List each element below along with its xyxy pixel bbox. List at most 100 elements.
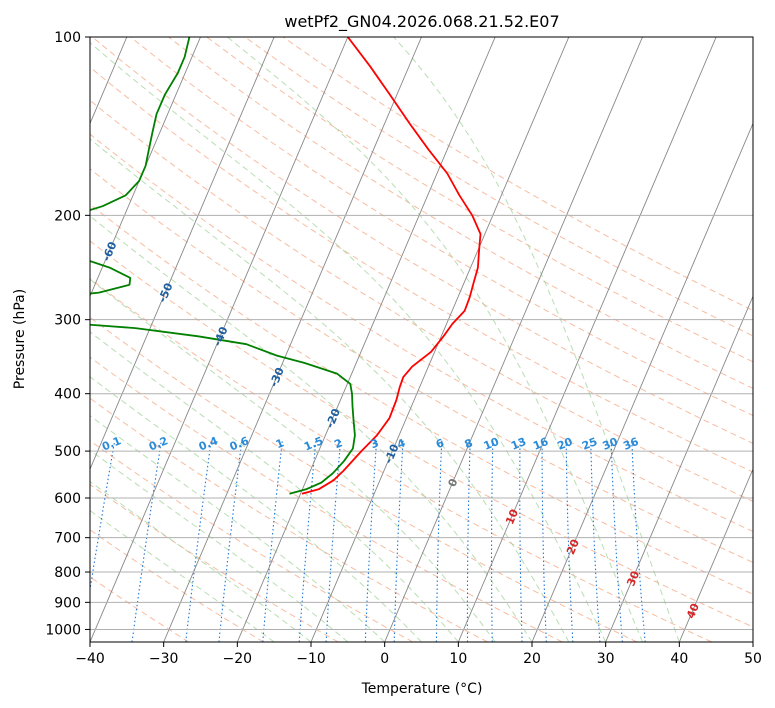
- moist-adiabat-line: [90, 215, 533, 642]
- x-tick-label: −40: [75, 651, 105, 667]
- dry-adiabat-line: [90, 278, 712, 642]
- x-tick-label: 50: [744, 651, 762, 667]
- moist-adiabat-line: [90, 138, 570, 642]
- isotherm-line: [236, 37, 496, 642]
- dry-adiabat-line: [206, 37, 753, 363]
- moist-adiabats: [90, 37, 680, 642]
- moist-adiabat-line: [393, 37, 680, 642]
- mixing-ratio-label: 8: [463, 436, 475, 451]
- mixing-ratio-lines: [90, 440, 646, 642]
- isotherm-label: 40: [684, 601, 702, 620]
- dry-adiabat-line: [90, 356, 563, 642]
- mixing-ratio-line: [541, 440, 547, 642]
- dewpoint-profile: [90, 37, 356, 495]
- x-tick-label: 40: [670, 651, 688, 667]
- moist-adiabat-line: [90, 449, 349, 642]
- mixing-ratio-label: 2: [332, 436, 344, 451]
- mixing-ratio-label: 16: [531, 435, 550, 453]
- y-tick-label: 200: [54, 208, 81, 224]
- x-tick-label: 0: [380, 651, 389, 667]
- mixing-ratio-line: [435, 440, 443, 642]
- mixing-ratio-line: [590, 440, 601, 642]
- moist-adiabat-line: [90, 480, 312, 642]
- isotherm-label: -20: [323, 406, 343, 430]
- pressure-gridlines: [90, 37, 753, 630]
- dry-adiabat-line: [90, 397, 488, 642]
- dry-adiabats: [90, 37, 753, 642]
- isotherm-line: [531, 122, 753, 642]
- moist-adiabat-line: [90, 415, 386, 642]
- x-axis: −40 −30 −20 −10 0 10 20 30 40 50: [75, 642, 762, 667]
- isotherm-line: [457, 37, 717, 642]
- y-tick-label: 700: [54, 531, 81, 547]
- x-axis-label: Temperature (°C): [361, 681, 483, 697]
- y-tick-label: 600: [54, 491, 81, 507]
- moist-adiabat-line: [90, 509, 275, 642]
- moist-adiabat-line: [227, 37, 643, 642]
- isotherm-line: [384, 37, 643, 642]
- x-tick-label: 10: [449, 651, 467, 667]
- y-axis-label: Pressure (hPa): [12, 289, 28, 389]
- dry-adiabat-line: [90, 529, 264, 642]
- chart-title: wetPf2_GN04.2026.068.21.52.E07: [284, 12, 559, 32]
- isotherm-line: [90, 37, 201, 298]
- y-tick-label: 900: [54, 595, 81, 611]
- mixing-ratio-label: 13: [509, 435, 528, 453]
- isotherm-label: -60: [100, 239, 120, 263]
- mixing-ratio-label: 30: [601, 435, 620, 453]
- dry-adiabat-line: [244, 37, 753, 337]
- mixing-ratio-label: 3: [369, 436, 381, 451]
- isotherm-label: -80: [0, 154, 9, 178]
- isotherm-line: [90, 37, 275, 471]
- mixing-ratio-line: [565, 440, 574, 642]
- isotherm-label: -40: [211, 324, 231, 348]
- y-tick-label: 400: [54, 387, 81, 403]
- y-tick-label: 500: [54, 444, 81, 460]
- y-axis: 1000 900 800 700 600 500 400 300 200 100: [45, 30, 90, 638]
- x-tick-label: 30: [597, 651, 615, 667]
- x-tick-label: −20: [223, 651, 253, 667]
- dry-adiabat-line: [90, 203, 753, 595]
- dry-adiabat-line: [90, 240, 753, 628]
- moist-adiabat-line: [90, 376, 422, 642]
- mixing-ratio-label: 1: [274, 436, 286, 451]
- mixing-ratio-line: [610, 440, 623, 642]
- dry-adiabat-line: [90, 133, 753, 533]
- dry-adiabat-line: [90, 440, 414, 642]
- mixing-ratio-label: 36: [621, 435, 640, 453]
- isotherm-label: 10: [503, 507, 521, 526]
- moist-adiabat-line: [90, 42, 607, 642]
- isotherm-label: 30: [624, 569, 642, 588]
- mixing-ratio-line: [364, 440, 378, 642]
- mixing-ratio-line: [298, 440, 317, 642]
- mixing-ratio-label: 10: [482, 435, 501, 453]
- dry-adiabat-line: [168, 37, 753, 389]
- mixing-ratio-line: [490, 440, 494, 642]
- isotherm-line: [605, 295, 753, 642]
- y-tick-label: 300: [54, 313, 81, 329]
- mixing-ratio-line: [185, 440, 212, 642]
- dry-adiabat-line: [282, 37, 753, 312]
- dry-adiabat-line: [130, 37, 753, 417]
- dry-adiabat-line: [90, 99, 753, 502]
- dry-adiabat-line: [91, 37, 753, 445]
- x-tick-label: 20: [523, 651, 541, 667]
- y-tick-label: 800: [54, 565, 81, 581]
- y-tick-label: 100: [54, 30, 81, 46]
- isotherm-line: [163, 37, 422, 642]
- isotherm-label: -50: [156, 281, 176, 305]
- profiles: [90, 37, 482, 495]
- mixing-ratio-line: [131, 440, 162, 642]
- plot-frame: [89, 36, 754, 643]
- dry-adiabat-line: [90, 483, 339, 642]
- mixing-ratio-label: 20: [555, 435, 574, 453]
- mixing-ratio-label: 25: [580, 435, 599, 453]
- y-tick-label: 1000: [45, 622, 81, 638]
- mixing-ratio-line: [325, 440, 342, 642]
- x-tick-label: −30: [149, 651, 179, 667]
- isotherm-line: [752, 640, 753, 642]
- mixing-ratio-line: [262, 440, 283, 642]
- x-tick-label: −10: [296, 651, 326, 667]
- mixing-ratio-line: [90, 440, 116, 594]
